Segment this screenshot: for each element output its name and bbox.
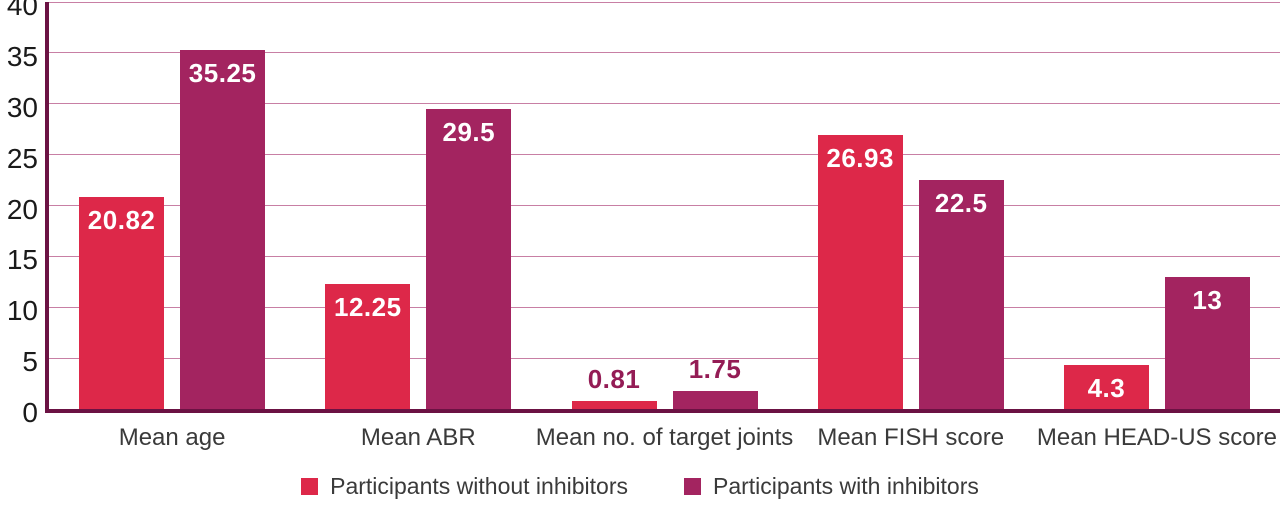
y-axis-tick-label: 5 xyxy=(22,346,38,378)
category-label: Mean age xyxy=(118,424,226,451)
legend-label-with-inhibitors: Participants with inhibitors xyxy=(712,473,979,499)
plot-area: 20.82 35.25 12.25 29.5 0.81 1.75 26.93 22.5 4.3 1… xyxy=(45,1,1280,413)
bar-value-label: 35.25 xyxy=(188,58,257,89)
bar-without-inhibitors xyxy=(571,400,657,409)
bar-with-inhibitors: 35.25 xyxy=(180,50,266,409)
legend-swatch-with-inhibitors xyxy=(683,478,701,495)
bar-value-label: 13 xyxy=(1192,284,1223,315)
gridline xyxy=(49,1,1280,3)
bar-value-label: 4.3 xyxy=(1087,373,1126,404)
legend-label-without-inhibitors: Participants without inhibitors xyxy=(330,473,628,499)
y-axis-tick-label: 0 xyxy=(22,397,38,428)
gridline xyxy=(49,52,1280,54)
bar-value-label: 29.5 xyxy=(442,116,496,147)
category-label: Mean no. of target joints xyxy=(535,424,794,451)
gridline xyxy=(49,255,1280,257)
gridline xyxy=(49,357,1280,359)
bar-with-inhibitors xyxy=(672,391,758,409)
gridline xyxy=(49,103,1280,105)
bar-with-inhibitors: 29.5 xyxy=(426,108,512,409)
category-label: Mean HEAD-US score xyxy=(1036,424,1277,451)
y-axis-tick-label: 20 xyxy=(6,193,38,225)
category-label: Mean FISH score xyxy=(817,424,1005,451)
y-axis-tick-label: 25 xyxy=(6,142,38,174)
gridline xyxy=(49,154,1280,156)
legend-item-with-inhibitors: Participants with inhibitors xyxy=(683,473,979,500)
bar-with-inhibitors: 22.5 xyxy=(918,180,1004,409)
bar-value-label: 26.93 xyxy=(826,143,894,173)
y-axis-tick-label: 40 xyxy=(6,0,38,21)
gridline xyxy=(49,306,1280,308)
bar-with-inhibitors: 13 xyxy=(1164,276,1250,409)
legend-swatch-without-inhibitors xyxy=(301,478,319,495)
category-label: Mean ABR xyxy=(360,424,476,451)
bar-without-inhibitors: 4.3 xyxy=(1063,365,1149,409)
bar-value-label: 20.82 xyxy=(87,205,156,236)
bar-value-label: 22.5 xyxy=(934,188,988,219)
bar-value-label: 12.25 xyxy=(334,292,402,323)
y-axis-tick-label: 35 xyxy=(6,40,38,72)
bar-without-inhibitors: 20.82 xyxy=(79,197,165,409)
bar-value-label: 1.75 xyxy=(688,354,742,385)
legend: Participants without inhibitors Particip… xyxy=(0,473,1280,500)
y-axis-tick-label: 10 xyxy=(6,295,38,327)
legend-item-without-inhibitors: Participants without inhibitors xyxy=(301,473,628,500)
y-axis-tick-label: 30 xyxy=(6,91,38,123)
bar-value-label: 0.81 xyxy=(587,363,641,394)
bar-without-inhibitors: 26.93 xyxy=(817,135,903,409)
y-axis-tick-label: 15 xyxy=(6,244,38,276)
gridline xyxy=(49,205,1280,206)
bar-without-inhibitors: 12.25 xyxy=(325,284,411,409)
